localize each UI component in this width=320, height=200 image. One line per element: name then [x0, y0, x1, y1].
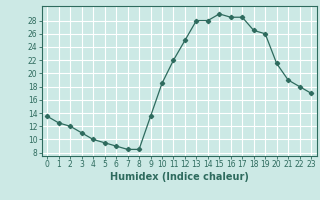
- X-axis label: Humidex (Indice chaleur): Humidex (Indice chaleur): [110, 172, 249, 182]
